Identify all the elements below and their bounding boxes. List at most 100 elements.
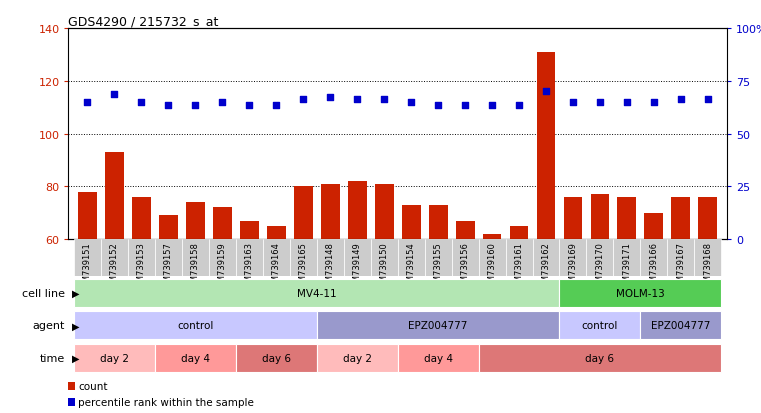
Bar	[236, 344, 317, 372]
Bar	[425, 240, 451, 277]
Point	[378, 97, 390, 103]
Bar	[533, 240, 559, 277]
Point	[297, 97, 309, 103]
Text: day 6: day 6	[262, 353, 291, 363]
Text: cell line: cell line	[21, 288, 65, 299]
Bar	[559, 280, 721, 307]
Bar	[209, 240, 236, 277]
Bar	[317, 312, 559, 339]
Bar	[240, 221, 259, 240]
Text: GSM739155: GSM739155	[434, 241, 443, 292]
Bar	[479, 344, 721, 372]
Text: day 4: day 4	[424, 353, 453, 363]
Bar	[699, 197, 718, 240]
Point	[648, 99, 660, 106]
Text: MV4-11: MV4-11	[297, 288, 336, 299]
Text: ▶: ▶	[72, 320, 80, 331]
Text: EPZ004777: EPZ004777	[651, 320, 711, 331]
Point	[432, 102, 444, 109]
Text: day 2: day 2	[342, 353, 371, 363]
Bar	[154, 344, 236, 372]
Text: agent: agent	[32, 320, 65, 331]
Point	[216, 99, 228, 106]
Bar	[641, 240, 667, 277]
Bar	[428, 205, 447, 240]
Point	[351, 97, 363, 103]
Bar	[267, 226, 285, 240]
Bar	[320, 184, 339, 240]
Point	[621, 99, 633, 106]
Bar	[397, 240, 425, 277]
Point	[459, 102, 471, 109]
Text: GDS4290 / 215732_s_at: GDS4290 / 215732_s_at	[68, 15, 219, 28]
Text: GSM739171: GSM739171	[622, 241, 632, 292]
Text: GSM739162: GSM739162	[542, 241, 550, 292]
Text: day 2: day 2	[100, 353, 129, 363]
Bar	[74, 240, 101, 277]
Bar	[613, 240, 641, 277]
Point	[81, 99, 94, 106]
Bar	[617, 197, 636, 240]
Bar	[559, 240, 587, 277]
Bar	[641, 312, 721, 339]
Point	[567, 99, 579, 106]
Text: GSM739150: GSM739150	[380, 241, 389, 292]
Bar	[78, 192, 97, 240]
Text: day 6: day 6	[585, 353, 614, 363]
Text: count: count	[78, 381, 107, 391]
Point	[486, 102, 498, 109]
Point	[244, 102, 256, 109]
Bar	[68, 398, 75, 406]
Bar	[132, 197, 151, 240]
Bar	[263, 240, 290, 277]
Bar	[290, 240, 317, 277]
Point	[162, 102, 174, 109]
Bar	[317, 240, 344, 277]
Bar	[371, 240, 397, 277]
Point	[405, 99, 417, 106]
Bar	[402, 205, 421, 240]
Text: GSM739167: GSM739167	[677, 241, 686, 292]
Text: GSM739156: GSM739156	[460, 241, 470, 292]
Bar	[294, 187, 313, 240]
Text: GSM739149: GSM739149	[352, 241, 361, 292]
Text: control: control	[581, 320, 618, 331]
Text: GSM739165: GSM739165	[299, 241, 307, 292]
Text: GSM739160: GSM739160	[488, 241, 496, 292]
Bar	[451, 240, 479, 277]
Bar	[159, 216, 178, 240]
Point	[540, 89, 552, 95]
Bar	[397, 344, 479, 372]
Bar	[510, 226, 528, 240]
Bar	[479, 240, 505, 277]
Point	[675, 97, 687, 103]
Bar	[68, 382, 75, 390]
Bar	[105, 153, 124, 240]
Bar	[74, 312, 317, 339]
Text: GSM739151: GSM739151	[83, 241, 92, 292]
Text: ▶: ▶	[72, 353, 80, 363]
Text: ▶: ▶	[72, 288, 80, 299]
Bar	[374, 184, 393, 240]
Text: GSM739161: GSM739161	[514, 241, 524, 292]
Bar	[591, 195, 610, 240]
Text: MOLM-13: MOLM-13	[616, 288, 665, 299]
Bar	[101, 240, 128, 277]
Text: GSM739159: GSM739159	[218, 241, 227, 292]
Text: GSM739158: GSM739158	[191, 241, 200, 292]
Text: GSM739169: GSM739169	[568, 241, 578, 292]
Bar	[317, 344, 397, 372]
Bar	[671, 197, 690, 240]
Bar	[482, 234, 501, 240]
Bar	[667, 240, 694, 277]
Text: GSM739163: GSM739163	[245, 241, 253, 292]
Bar	[213, 208, 231, 240]
Point	[189, 102, 202, 109]
Bar	[587, 240, 613, 277]
Text: EPZ004777: EPZ004777	[409, 320, 468, 331]
Text: GSM739152: GSM739152	[110, 241, 119, 292]
Bar	[154, 240, 182, 277]
Text: GSM739148: GSM739148	[326, 241, 335, 292]
Bar	[128, 240, 154, 277]
Bar	[564, 197, 582, 240]
